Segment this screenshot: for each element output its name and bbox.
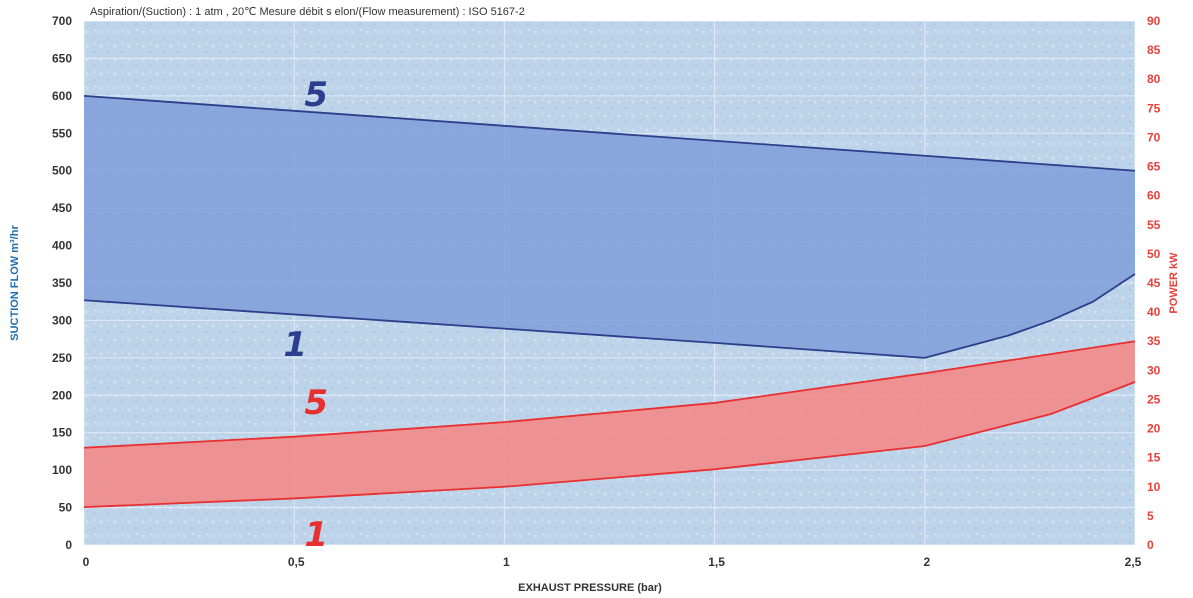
x-tick-3: 1,5: [708, 555, 725, 569]
y-right-tick-8: 40: [1147, 305, 1161, 319]
chart-note: Aspiration/(Suction) : 1 atm , 20℃ Mesur…: [90, 6, 525, 18]
y-right-tick-13: 65: [1147, 160, 1161, 174]
y-right-tick-7: 35: [1147, 334, 1161, 348]
y-left-tick-9: 450: [52, 201, 72, 215]
y-right-tick-15: 75: [1147, 101, 1161, 115]
x-tick-5: 2,5: [1125, 555, 1142, 569]
y-right-tick-17: 85: [1147, 43, 1161, 57]
y-left-tick-8: 400: [52, 239, 72, 253]
y-left-tick-4: 200: [52, 388, 72, 402]
x-tick-2: 1: [503, 555, 510, 569]
y-right-tick-9: 45: [1147, 276, 1161, 290]
y-right-tick-11: 55: [1147, 218, 1161, 232]
y-left-tick-10: 500: [52, 164, 72, 178]
flow-band-area: [84, 95, 1135, 358]
y-right-tick-12: 60: [1147, 189, 1161, 203]
x-axis-ticks: 0 0,5 1 1,5 2 2,5: [83, 555, 1142, 569]
y-right-tick-2: 10: [1147, 480, 1161, 494]
curve-label-power-line-5: 5: [304, 383, 328, 423]
y-right-tick-6: 30: [1147, 363, 1161, 377]
y-left-tick-14: 700: [52, 14, 72, 28]
right-axis-ticks: 0 5 10 15 20 25 30 35 40 45 50 55 60 65 70 75 80 85 90: [1147, 14, 1161, 552]
curve-label-flow-line-1: 1: [283, 325, 307, 365]
y-left-tick-12: 600: [52, 89, 72, 103]
curve-labels: 5 1 5 1: [283, 75, 328, 555]
curve-label-power-line-1: 1: [304, 515, 328, 555]
y-axis-right-label: POWER kW: [1168, 252, 1180, 314]
y-left-tick-6: 300: [52, 313, 72, 327]
y-left-tick-2: 100: [52, 463, 72, 477]
y-right-tick-5: 25: [1147, 392, 1161, 406]
power-line-5: [83, 340, 1136, 449]
y-left-tick-11: 550: [52, 126, 72, 140]
x-tick-1: 0,5: [288, 555, 305, 569]
left-axis-ticks: 0 50 100 150 200 250 300 350 400 450 500 550 600 650 7…: [52, 14, 72, 552]
y-left-tick-13: 650: [52, 51, 72, 65]
flow-line-1: [83, 273, 1136, 359]
y-left-tick-3: 150: [52, 426, 72, 440]
power-line-1: [83, 381, 1136, 509]
y-right-tick-0: 0: [1147, 538, 1154, 552]
y-left-tick-1: 50: [59, 501, 73, 515]
y-right-tick-16: 80: [1147, 72, 1161, 86]
y-right-tick-18: 90: [1147, 14, 1161, 28]
curve-label-flow-line-5: 5: [304, 75, 328, 115]
x-tick-4: 2: [923, 555, 930, 569]
series-lines: [83, 94, 1136, 509]
x-tick-0: 0: [83, 555, 90, 569]
y-axis-left-label: SUCTION FLOW m³/hr: [9, 225, 21, 341]
y-right-tick-4: 20: [1147, 422, 1161, 436]
areas: [84, 95, 1135, 508]
y-right-tick-14: 70: [1147, 130, 1161, 144]
y-left-tick-7: 350: [52, 276, 72, 290]
y-right-tick-10: 50: [1147, 247, 1161, 261]
y-right-tick-1: 5: [1147, 509, 1154, 523]
y-left-tick-0: 0: [65, 538, 72, 552]
power-band-area: [84, 341, 1135, 508]
x-axis-label: EXHAUST PRESSURE (bar): [518, 582, 662, 594]
y-right-tick-3: 15: [1147, 451, 1161, 465]
y-left-tick-5: 250: [52, 351, 72, 365]
flow-line-5: [83, 94, 1136, 172]
